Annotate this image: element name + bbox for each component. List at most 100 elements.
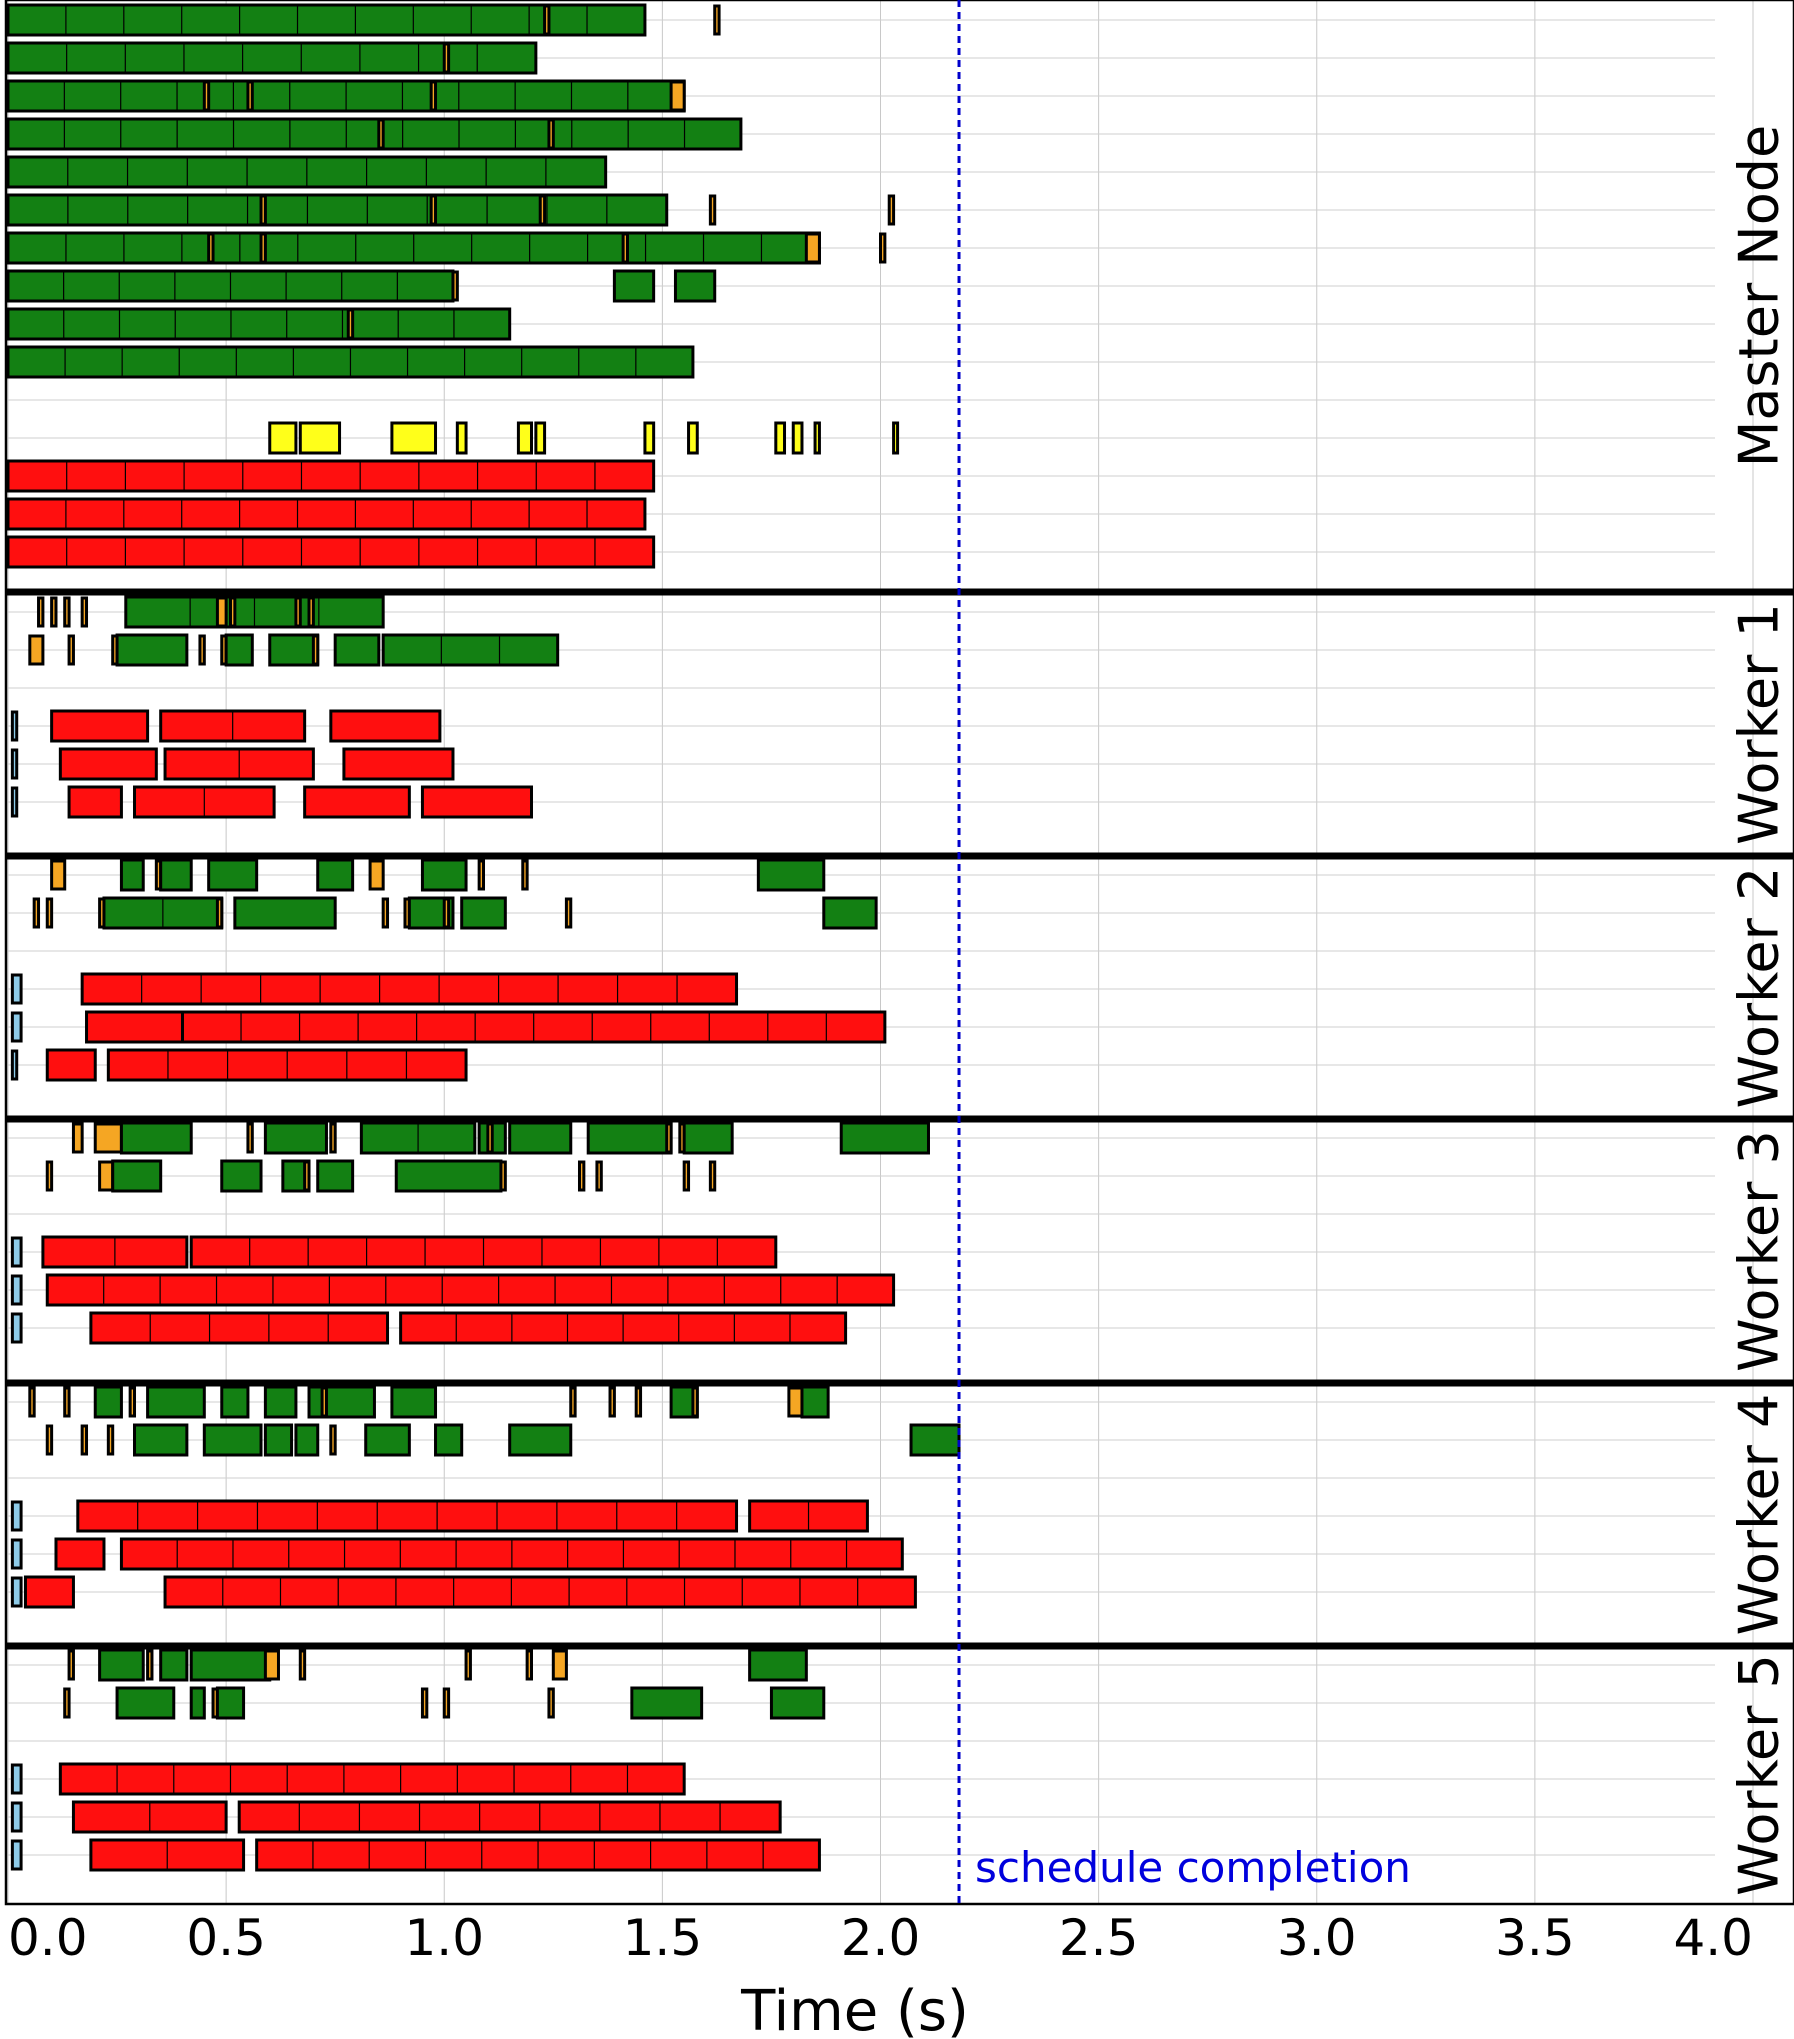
red-task-bar xyxy=(76,1499,739,1533)
green-task-bar xyxy=(220,1159,263,1193)
orange-task-bar xyxy=(298,1649,307,1681)
orange-task-bar xyxy=(128,1386,137,1418)
yellow-task-bar xyxy=(643,421,656,455)
green-task-bar xyxy=(263,1423,294,1457)
green-task-bar xyxy=(769,1686,826,1720)
green-task-bar xyxy=(381,633,560,667)
plot-frame xyxy=(4,0,1794,1906)
orange-task-bar xyxy=(80,1424,89,1456)
green-task-bar xyxy=(133,1423,189,1457)
orange-task-bar xyxy=(521,859,529,891)
red-task-bar xyxy=(85,1010,184,1044)
orange-task-bar xyxy=(63,596,71,628)
orange-task-bar xyxy=(45,897,54,929)
orange-task-bar xyxy=(499,1160,507,1192)
orange-task-bar xyxy=(634,1386,643,1418)
green-task-bar xyxy=(6,193,669,227)
red-task-bar xyxy=(58,747,158,781)
yellow-task-bar xyxy=(298,421,342,455)
lightblue-task-bar xyxy=(10,1236,23,1268)
lightblue-task-bar xyxy=(10,1274,23,1306)
green-task-bar xyxy=(119,1121,193,1155)
orange-task-bar xyxy=(381,897,390,929)
lightblue-task-bar xyxy=(10,1763,23,1795)
panel-1 xyxy=(10,595,560,819)
x-tick-labels: 0.0 0.5 1.0 1.5 2.0 2.5 3.0 3.5 4.0 xyxy=(8,1909,1753,1967)
orange-task-bar xyxy=(346,308,355,340)
green-task-bar xyxy=(333,633,381,667)
orange-task-bar xyxy=(429,80,438,112)
green-task-bar xyxy=(586,1121,673,1155)
red-task-bar xyxy=(80,972,739,1006)
orange-task-bar xyxy=(207,232,215,264)
orange-task-bar xyxy=(329,1424,337,1456)
x-tick-label: 2.5 xyxy=(1059,1909,1139,1967)
x-tick-label: 3.5 xyxy=(1495,1909,1575,1967)
green-task-bar xyxy=(98,1648,145,1682)
red-task-bar xyxy=(303,785,411,819)
orange-task-bar xyxy=(551,1649,568,1681)
green-task-bar xyxy=(146,1385,206,1419)
x-tick-label: 3.0 xyxy=(1277,1909,1357,1967)
green-task-bar xyxy=(233,896,337,930)
green-task-bar xyxy=(756,858,826,892)
orange-task-bar xyxy=(63,1386,71,1418)
panel-label: Worker 4 xyxy=(1728,1394,1791,1636)
green-task-bar xyxy=(673,269,717,303)
orange-task-bar xyxy=(538,194,547,226)
green-task-bar xyxy=(460,896,507,930)
lightblue-task-bar xyxy=(10,1801,23,1833)
green-task-bar xyxy=(115,1686,176,1720)
green-task-bar xyxy=(263,1385,298,1419)
orange-task-bar xyxy=(215,596,228,628)
x-tick-label: 1.5 xyxy=(623,1909,703,1967)
red-task-bar xyxy=(420,785,533,819)
lightblue-task-bar xyxy=(10,1312,23,1344)
lightblue-task-bar xyxy=(10,748,19,780)
green-task-bar xyxy=(612,269,656,303)
green-task-bar xyxy=(508,1121,573,1155)
x-tick-label: 4.0 xyxy=(1673,1909,1753,1967)
green-task-bar xyxy=(268,633,320,667)
lightblue-task-bar xyxy=(10,973,23,1005)
orange-task-bar xyxy=(311,634,320,666)
panel-label: Master Node xyxy=(1728,125,1791,468)
green-task-bar xyxy=(6,3,647,37)
green-task-bar xyxy=(316,858,355,892)
orange-task-bar xyxy=(420,1687,429,1719)
orange-task-bar xyxy=(320,1386,328,1418)
green-task-bar xyxy=(202,1423,263,1457)
green-task-bar xyxy=(189,1686,206,1720)
orange-task-bar xyxy=(246,80,254,112)
orange-task-bar xyxy=(246,1122,254,1154)
red-task-bar xyxy=(45,1048,97,1082)
orange-task-bar xyxy=(486,1122,494,1154)
orange-task-bar xyxy=(80,596,89,628)
orange-task-bar xyxy=(98,1160,115,1192)
panel-label: Worker 3 xyxy=(1728,1130,1791,1372)
red-task-bar xyxy=(54,1537,106,1571)
red-task-bar xyxy=(342,747,455,781)
green-task-bar xyxy=(93,1385,123,1419)
orange-task-bar xyxy=(569,1386,577,1418)
lightblue-task-bar xyxy=(10,786,19,818)
yellow-task-bar xyxy=(455,421,468,455)
yellow-task-bar xyxy=(687,421,699,455)
orange-task-bar xyxy=(263,1649,280,1681)
orange-task-bar xyxy=(429,194,438,226)
green-task-bar xyxy=(508,1423,573,1457)
orange-task-bar xyxy=(442,897,451,929)
yellow-task-bar xyxy=(390,421,438,455)
green-task-bar xyxy=(394,1159,503,1193)
green-task-bar xyxy=(6,41,538,75)
orange-task-bar xyxy=(477,859,486,891)
green-task-bar xyxy=(224,633,254,667)
bars-layer xyxy=(6,3,961,1872)
panel-label: Worker 2 xyxy=(1728,867,1791,1109)
orange-task-bar xyxy=(665,1122,673,1154)
orange-task-bar xyxy=(329,1122,337,1154)
green-task-bar xyxy=(263,1121,328,1155)
panel-4 xyxy=(10,1385,961,1609)
yellow-task-bar xyxy=(813,421,821,455)
